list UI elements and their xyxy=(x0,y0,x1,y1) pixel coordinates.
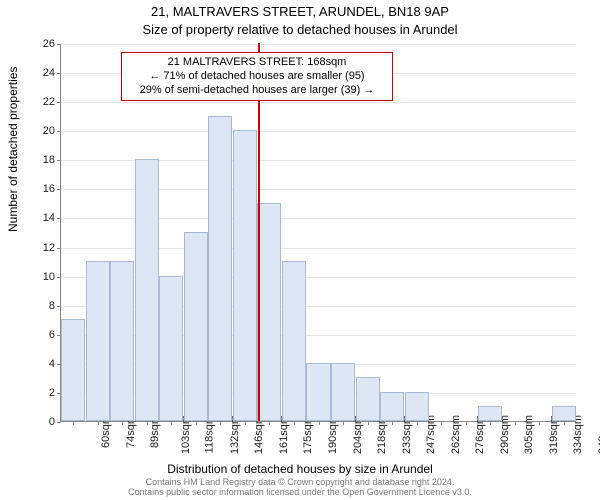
xtick-mark xyxy=(269,421,270,425)
histogram-bar xyxy=(306,363,330,421)
callout-line: ← 71% of detached houses are smaller (95… xyxy=(128,70,386,84)
ytick-label: 4 xyxy=(25,358,55,370)
ytick-mark xyxy=(57,218,61,219)
histogram-bar xyxy=(356,377,380,421)
xtick-mark xyxy=(122,421,123,425)
histogram-bar xyxy=(135,159,159,421)
histogram-bar xyxy=(478,406,502,421)
xtick-mark xyxy=(196,421,197,425)
ytick-label: 0 xyxy=(25,416,55,428)
xtick-mark xyxy=(441,421,442,425)
xtick-mark xyxy=(515,421,516,425)
ytick-mark xyxy=(57,131,61,132)
ytick-label: 24 xyxy=(25,67,55,79)
ytick-mark xyxy=(57,102,61,103)
ytick-label: 14 xyxy=(25,212,55,224)
histogram-bar xyxy=(552,406,576,421)
ytick-label: 22 xyxy=(25,96,55,108)
ytick-mark xyxy=(57,277,61,278)
plot-area: 60sqm74sqm89sqm103sqm118sqm132sqm146sqm1… xyxy=(60,44,575,422)
xtick-mark xyxy=(147,421,148,425)
ytick-mark xyxy=(57,248,61,249)
gridline-h xyxy=(61,44,576,45)
ytick-label: 26 xyxy=(25,38,55,50)
footer-credits: Contains HM Land Registry data © Crown c… xyxy=(0,478,600,498)
callout-line: 29% of semi-detached houses are larger (… xyxy=(128,84,386,98)
callout-line: 21 MALTRAVERS STREET: 168sqm xyxy=(128,56,386,70)
ytick-label: 8 xyxy=(25,300,55,312)
footer-line: Contains public sector information licen… xyxy=(0,488,600,498)
ytick-mark xyxy=(57,73,61,74)
ytick-label: 18 xyxy=(25,154,55,166)
histogram-bar xyxy=(110,261,134,421)
ytick-label: 2 xyxy=(25,387,55,399)
xtick-mark xyxy=(490,421,491,425)
xtick-mark xyxy=(466,421,467,425)
ytick-label: 10 xyxy=(25,271,55,283)
ytick-mark xyxy=(57,160,61,161)
gridline-h xyxy=(61,102,576,103)
histogram-bar xyxy=(86,261,110,421)
histogram-bar xyxy=(208,116,232,421)
xtick-mark xyxy=(564,421,565,425)
histogram-bar xyxy=(257,203,281,421)
ytick-mark xyxy=(57,422,61,423)
chart-container: { "titles": { "line1": "21, MALTRAVERS S… xyxy=(0,0,600,500)
xtick-mark xyxy=(417,421,418,425)
chart-subtitle: Size of property relative to detached ho… xyxy=(0,22,600,37)
xtick-mark xyxy=(343,421,344,425)
ytick-mark xyxy=(57,306,61,307)
xtick-mark xyxy=(98,421,99,425)
histogram-bar xyxy=(159,276,183,421)
ytick-label: 20 xyxy=(25,125,55,137)
ytick-label: 16 xyxy=(25,183,55,195)
histogram-bar xyxy=(61,319,85,421)
xtick-mark xyxy=(294,421,295,425)
histogram-bar xyxy=(184,232,208,421)
gridline-h xyxy=(61,131,576,132)
histogram-bar xyxy=(282,261,306,421)
xtick-mark xyxy=(73,421,74,425)
xtick-mark xyxy=(368,421,369,425)
chart-title-address: 21, MALTRAVERS STREET, ARUNDEL, BN18 9AP xyxy=(0,4,600,19)
xtick-mark xyxy=(392,421,393,425)
xtick-mark xyxy=(245,421,246,425)
ytick-mark xyxy=(57,44,61,45)
histogram-bar xyxy=(233,130,257,421)
reference-callout: 21 MALTRAVERS STREET: 168sqm ← 71% of de… xyxy=(121,52,393,101)
xtick-mark xyxy=(171,421,172,425)
ytick-label: 12 xyxy=(25,242,55,254)
xtick-mark xyxy=(539,421,540,425)
xtick-mark xyxy=(220,421,221,425)
ytick-mark xyxy=(57,189,61,190)
xtick-label: 305sqm xyxy=(523,415,535,454)
histogram-bar xyxy=(331,363,355,421)
histogram-bar xyxy=(380,392,404,421)
x-axis-label: Distribution of detached houses by size … xyxy=(0,462,600,476)
histogram-bar xyxy=(405,392,429,421)
xtick-label: 262sqm xyxy=(450,415,462,454)
xtick-mark xyxy=(319,421,320,425)
y-axis-label: Number of detached properties xyxy=(6,67,20,232)
ytick-label: 6 xyxy=(25,329,55,341)
